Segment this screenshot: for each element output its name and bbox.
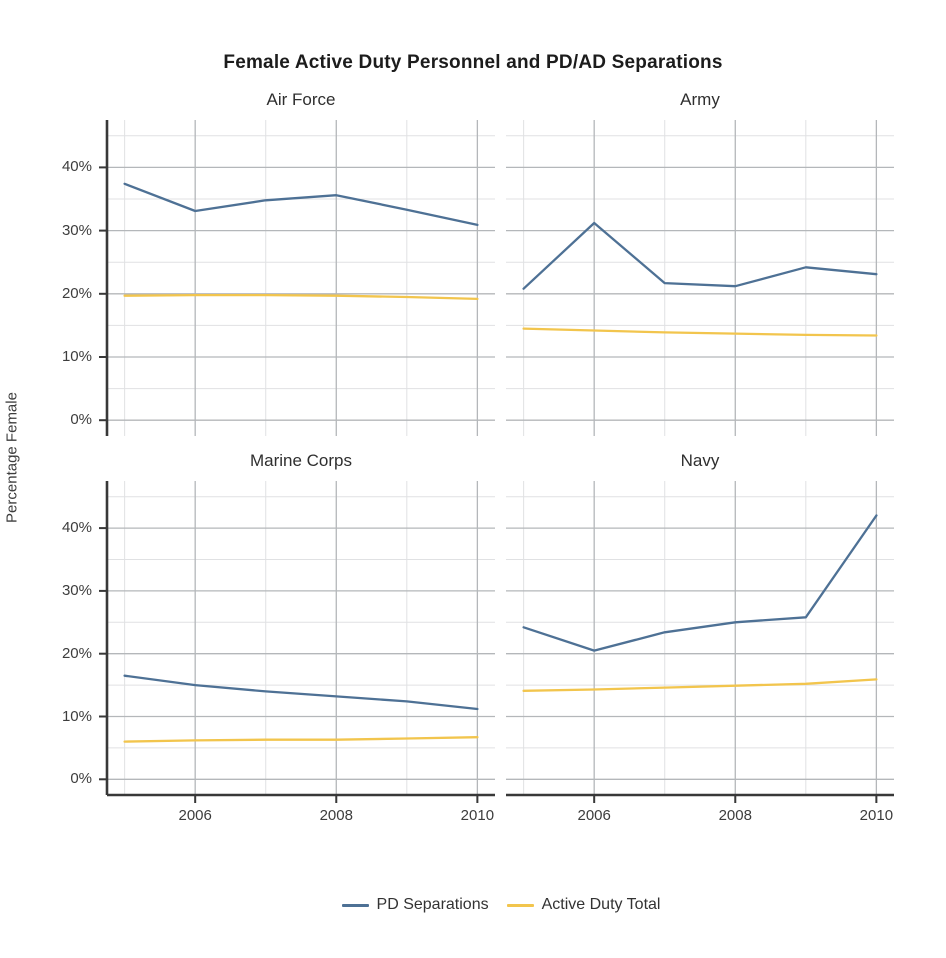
active-duty-total-line xyxy=(522,678,878,692)
y-axis-title: Percentage Female xyxy=(3,392,21,523)
pd-separations-line xyxy=(123,674,479,711)
pd-separations-line-swatch xyxy=(341,903,369,907)
chart-title: Female Active Duty Personnel and PD/AD S… xyxy=(223,52,723,73)
active-duty-total-line xyxy=(522,327,878,337)
y-tick-label: 40% xyxy=(61,158,92,176)
y-tick-label: 0% xyxy=(70,411,92,429)
y-tick-label: 30% xyxy=(61,221,92,239)
active-duty-total-line xyxy=(123,736,479,743)
legend-label-pd-separations: PD Separations xyxy=(376,896,489,913)
pd-separations-line xyxy=(123,182,479,227)
pd-separations-line xyxy=(522,221,878,290)
facet-panel-army xyxy=(506,120,894,436)
facet-panel-air-force xyxy=(99,120,495,436)
y-tick-label: 20% xyxy=(61,644,92,662)
facet-title-marine-corps: Marine Corps xyxy=(249,451,353,470)
x-tick-label: 2006 xyxy=(178,807,212,824)
legend: PD Separations Active Duty Total xyxy=(107,896,895,914)
facet-title-air-force: Air Force xyxy=(266,90,336,109)
legend-label-active-duty-total: Active Duty Total xyxy=(541,896,661,913)
x-tick-label: 2008 xyxy=(718,807,752,824)
x-tick-label: 2010 xyxy=(460,807,495,824)
x-tick-label: 2006 xyxy=(577,807,611,824)
facet-title-navy: Navy xyxy=(680,451,720,470)
y-tick-label: 20% xyxy=(61,284,92,302)
x-tick-label: 2010 xyxy=(859,807,894,824)
active-duty-total-line-swatch xyxy=(506,903,534,907)
x-tick-label: 2008 xyxy=(319,807,353,824)
y-tick-label: 30% xyxy=(61,581,92,599)
facet-panel-navy xyxy=(506,481,894,803)
active-duty-total-line xyxy=(123,293,479,301)
y-tick-label: 40% xyxy=(61,519,92,537)
y-tick-label: 0% xyxy=(70,770,92,788)
y-tick-label: 10% xyxy=(61,707,92,725)
legend-item-pd-separations: PD Separations xyxy=(341,896,489,914)
facet-title-army: Army xyxy=(680,90,720,109)
legend-item-active-duty-total: Active Duty Total xyxy=(506,896,661,914)
facet-panel-marine-corps xyxy=(99,481,495,803)
pd-separations-line xyxy=(522,514,878,652)
y-tick-label: 10% xyxy=(61,348,92,365)
